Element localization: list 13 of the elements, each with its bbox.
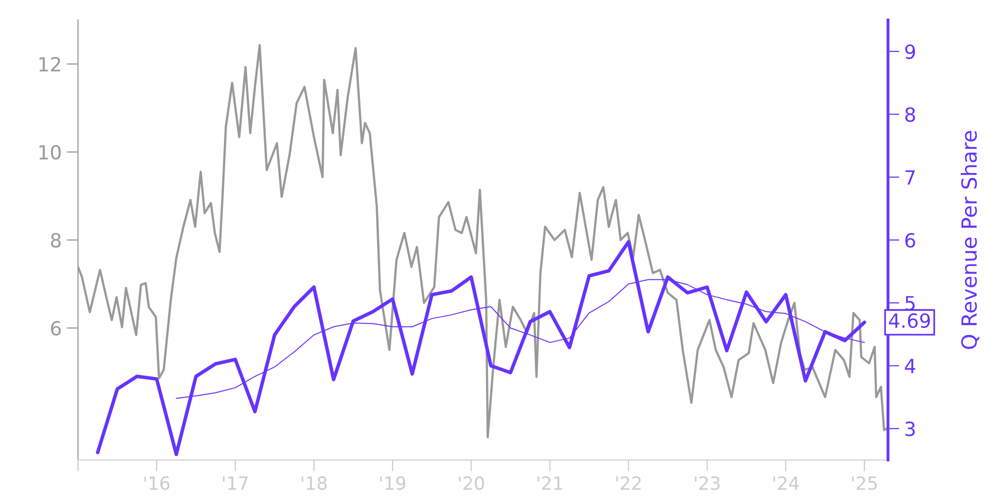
y2-tick-label: 3 <box>905 422 915 436</box>
y2-tick-label: 9 <box>905 44 915 60</box>
line-series <box>96 240 866 456</box>
y2-tick-label: 4 <box>904 358 916 374</box>
data-label: 4.69 <box>888 313 930 328</box>
y2-tick-label: 6 <box>905 232 916 248</box>
y2-tick-label: 7 <box>906 170 915 185</box>
y2-axis-title: Q Revenue Per Share <box>960 130 980 349</box>
y2-tick-label: 8 <box>905 107 916 122</box>
y-tick-label: 12 <box>39 56 60 72</box>
y-tick-label: 10 <box>39 144 61 160</box>
y-tick-label: 6 <box>51 320 61 336</box>
y-tick-label: 8 <box>50 232 61 248</box>
